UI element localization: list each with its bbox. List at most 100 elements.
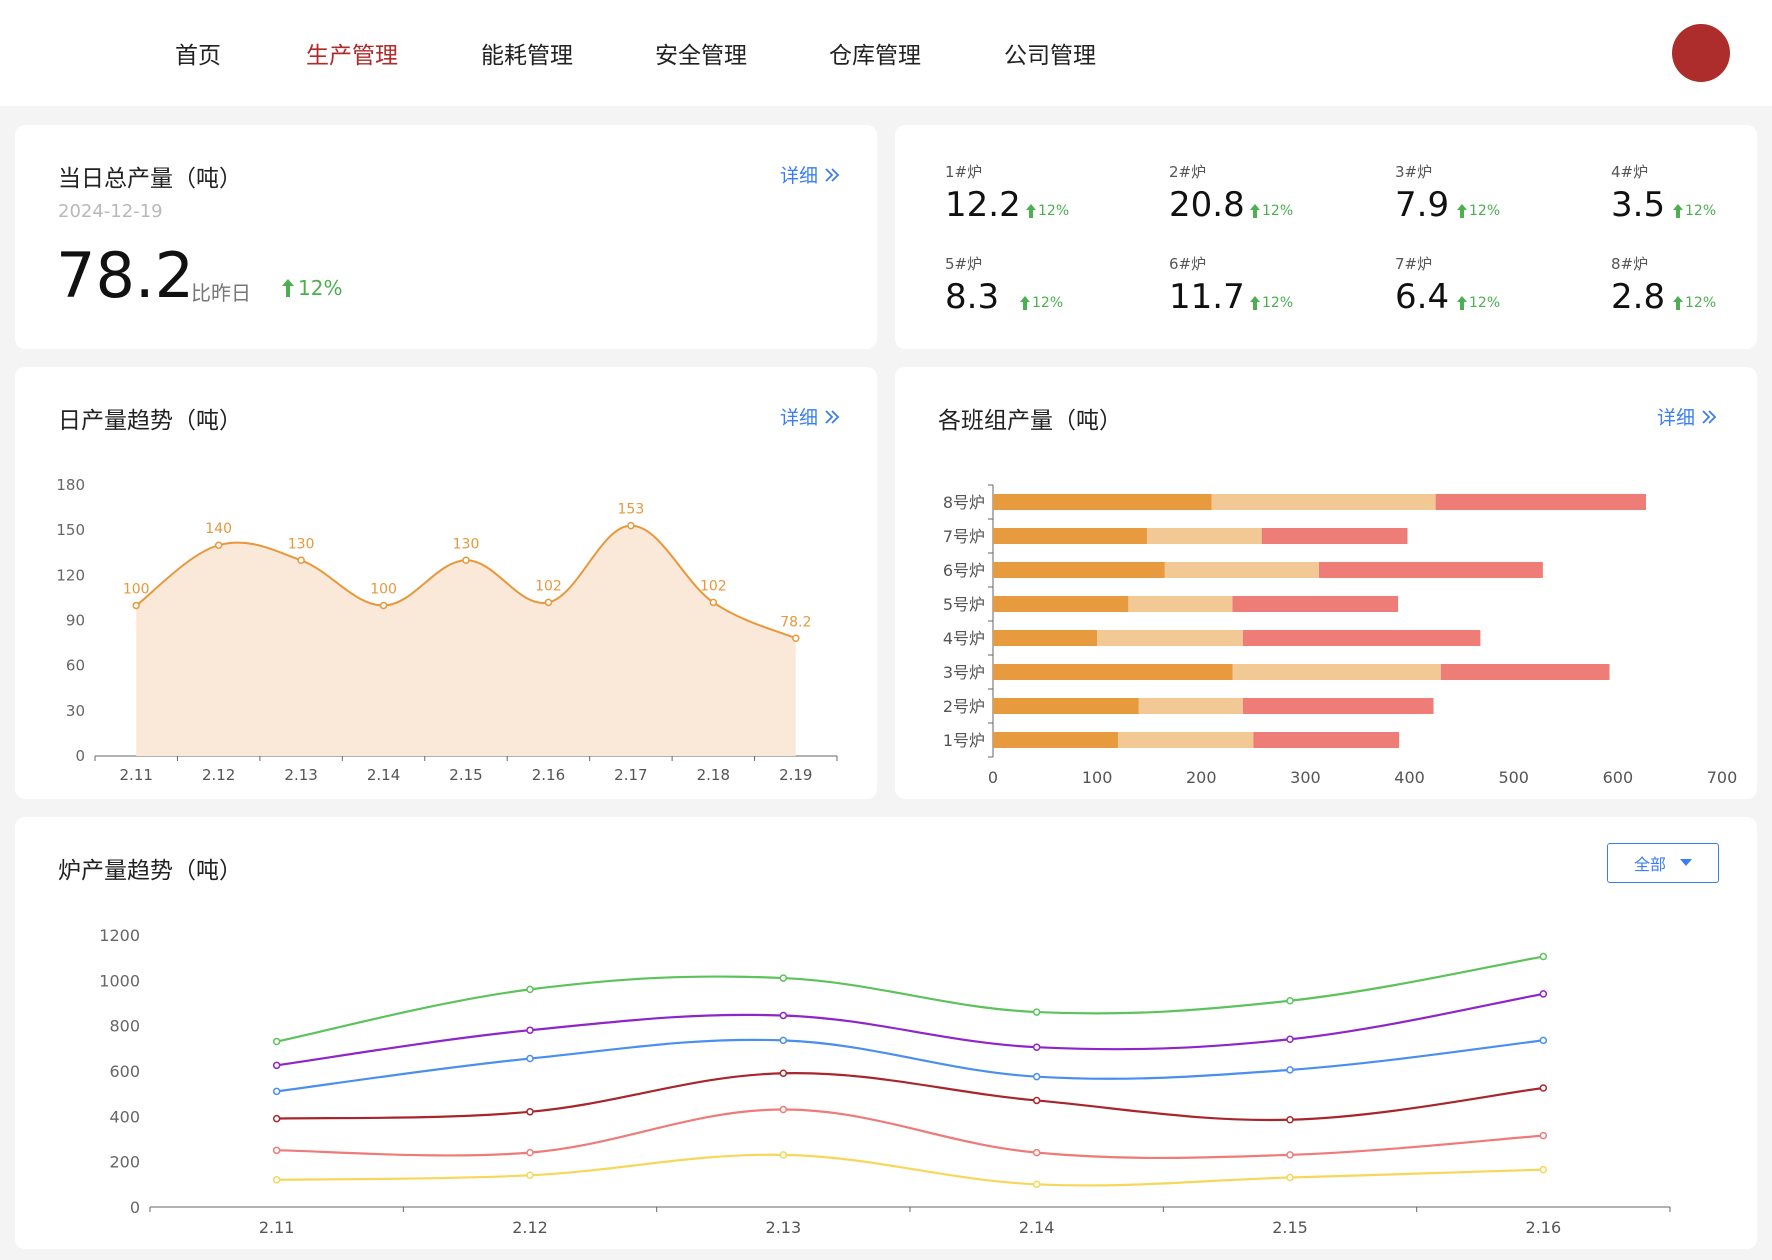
data-point [1539,1084,1548,1092]
detail-label: 详细 [780,165,819,187]
series-line [276,1108,1544,1160]
data-label: 102 [700,578,727,594]
total-output-title: 当日总产量（吨） [58,166,242,192]
data-point [272,1037,281,1046]
data-point [779,1105,788,1114]
data-point [272,1061,281,1070]
furnace-trend-chart: 0 200 400 600 800 1000 1200 2.11 2.12 2.13 2.14 2.1… [99,926,1671,1237]
data-point [1539,952,1548,961]
caret-down-icon [1680,859,1692,866]
furnace-stat: 7#炉 6.4 12% [1395,253,1500,317]
furnace-stat: 2#炉 20.8 12% [1169,161,1293,225]
data-point [779,1011,788,1020]
y-tick-label: 1000 [99,971,140,990]
x-tick-label: 400 [1394,768,1425,787]
bar-segment [1117,732,1254,748]
furnace-name: 3#炉 [1395,163,1433,181]
y-tick-label: 180 [56,476,85,494]
furnace-pct: 12% [1469,295,1501,311]
data-point [1286,1151,1294,1159]
daily-detail-link[interactable]: 详细 [780,403,840,430]
bar-segment [993,562,1165,578]
y-tick-label: 800 [109,1017,140,1036]
furnace-filter-select[interactable]: 全部 [1607,843,1719,883]
y-tick-label: 30 [66,702,85,720]
compare-label: 比昨日 [191,281,251,305]
x-tick-label: 2.19 [779,766,812,784]
detail-label: 详细 [1657,407,1696,429]
data-point [1032,1148,1041,1157]
team-output-card: 各班组产量（吨） 详细 1号炉 2号炉 3号炉 4号炉 5号炉 6号炉 7号炉 8号炉 0 100… [895,367,1757,799]
data-point [627,521,635,530]
nav-item-warehouse[interactable]: 仓库管理 [829,43,921,69]
x-tick-label: 2.11 [120,766,153,784]
data-point [272,1114,281,1123]
bar-segment [993,664,1233,680]
bar-segment [993,596,1129,612]
data-point [526,985,534,994]
furnace-trend-card: 炉产量趋势（吨） 0 200 400 600 800 1000 1200 2.11 2.12 2.… [15,817,1757,1249]
furnace-pct: 12% [1262,295,1294,311]
x-tick-label: 2.14 [367,766,400,784]
data-label: 100 [123,581,150,597]
nav-item-safety[interactable]: 安全管理 [655,43,747,69]
series-line [276,1072,1544,1122]
nav-item-company[interactable]: 公司管理 [1004,43,1096,69]
top-nav-bar: 首页 生产管理 能耗管理 安全管理 仓库管理 公司管理 [0,0,1772,106]
bar-segment [1164,562,1319,578]
bar-segment [1232,664,1441,680]
furnace-change: 12% [1457,295,1500,311]
y-tick-label: 1200 [99,926,140,945]
furnace-change: 12% [1026,203,1069,219]
data-point [214,541,223,549]
y-tick-label: 7号炉 [943,527,985,546]
bar-segment [1138,698,1243,714]
team-output-title: 各班组产量（吨） [938,408,1122,434]
data-point [272,1146,281,1155]
furnace-stat: 4#炉 3.5 12% [1611,161,1716,222]
y-tick-label: 400 [109,1107,140,1126]
total-output-value: 78.2 [56,239,195,312]
furnace-change: 12% [1673,203,1716,219]
arrow-up-icon [1457,204,1467,218]
bar-segment [1253,732,1400,748]
bar-segment [1440,664,1610,680]
y-tick-label: 600 [109,1062,140,1081]
data-label: 100 [370,581,397,597]
nav-item-energy[interactable]: 能耗管理 [481,43,573,69]
y-tick-label: 0 [130,1198,140,1217]
y-tick-label: 0 [75,747,85,765]
y-tick-label: 4号炉 [943,629,985,648]
total-output-card: 当日总产量（吨） 详细 2024-12-19 78.2 比昨日 12% [15,125,877,349]
furnace-pct: 12% [1685,203,1717,219]
double-chevron-right-icon [1702,409,1717,424]
furnace-value: 20.8 [1169,185,1245,225]
data-point [526,1108,534,1116]
x-tick-label: 700 [1707,768,1738,787]
furnace-change: 12% [1020,295,1063,311]
arrow-up-icon [1250,204,1260,218]
x-tick-label: 2.12 [202,766,235,784]
furnace-name: 7#炉 [1395,255,1433,273]
bar-segment [1232,596,1399,612]
x-tick-label: 500 [1498,768,1529,787]
nav-item-production[interactable]: 生产管理 [306,43,398,69]
data-label: 78.2 [780,614,811,630]
data-point [1539,990,1548,998]
data-point [1539,1165,1548,1174]
data-label: 102 [535,578,562,594]
team-detail-link[interactable]: 详细 [1657,403,1717,430]
nav-item-home[interactable]: 首页 [175,43,221,69]
avatar[interactable] [1672,24,1730,82]
furnace-value: 6.4 [1395,277,1450,317]
furnace-pct: 12% [1685,295,1717,311]
total-detail-link[interactable]: 详细 [780,161,840,188]
bar-segment [993,630,1098,646]
furnace-change: 12% [1457,203,1500,219]
data-label: 140 [205,521,232,537]
arrow-up-icon [282,279,294,297]
data-point [544,598,553,607]
bar-segment [993,528,1148,544]
data-point [526,1148,534,1157]
y-tick-label: 150 [56,521,85,539]
